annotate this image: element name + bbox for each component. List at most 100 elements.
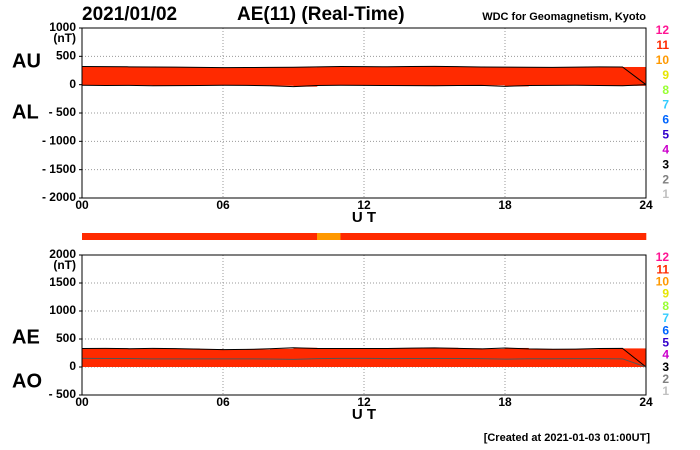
- range-bar: [129, 66, 153, 86]
- chart-title: 2021/01/02: [82, 4, 177, 25]
- legend-entry: 9: [662, 287, 669, 301]
- x-axis-label: U T: [352, 406, 376, 423]
- station-strip: [599, 233, 623, 240]
- station-strip: [82, 233, 106, 240]
- x-tick-label: 06: [216, 198, 230, 212]
- station-strip: [270, 233, 294, 240]
- footer: [Created at 2021-01-03 01:00UT]: [484, 432, 651, 444]
- area-bar: [82, 348, 106, 367]
- legend-entry: 3: [662, 360, 669, 374]
- x-tick-label: 24: [639, 198, 653, 212]
- plot-frame: [81, 27, 647, 199]
- range-bar: [293, 67, 318, 87]
- series-line: [81, 84, 647, 88]
- range-bar: [340, 66, 365, 86]
- y-tick-label: 1000: [49, 303, 76, 317]
- station-strip: [575, 233, 600, 240]
- plot-frame: [81, 254, 647, 396]
- legend-entry: 5: [662, 335, 669, 349]
- legend-entry: 6: [662, 323, 669, 337]
- legend-entry: 12: [656, 23, 670, 37]
- legend-entry: 10: [656, 275, 670, 289]
- series-label: AU: [12, 50, 41, 72]
- y-tick-label: 500: [56, 331, 76, 345]
- legend-entry: 4: [662, 348, 669, 362]
- range-bar: [575, 67, 600, 86]
- range-bar: [599, 66, 623, 86]
- area-bar: [223, 349, 247, 367]
- legend-entry: 2: [662, 372, 669, 386]
- y-axis-unit: (nT): [53, 258, 76, 272]
- y-axis-unit: (nT): [53, 31, 76, 45]
- x-tick-label: 18: [498, 198, 512, 212]
- y-tick-label: 1500: [49, 275, 76, 289]
- range-bar: [481, 66, 506, 86]
- legend-entry: 7: [662, 98, 669, 112]
- area-bar: [199, 349, 224, 367]
- source: WDC for Geomagnetism, Kyoto: [482, 11, 646, 23]
- x-tick-label: 12: [357, 395, 371, 409]
- y-tick-label: - 2000: [42, 190, 76, 204]
- y-tick-label: 500: [56, 49, 76, 63]
- range-bar: [152, 66, 177, 86]
- area-bar: [176, 348, 200, 367]
- area-bar: [152, 348, 177, 367]
- area-bar: [552, 349, 576, 367]
- area-bar: [434, 347, 459, 367]
- legend-entry: 8: [662, 299, 669, 313]
- station-strip: [340, 233, 365, 240]
- station-strip: [528, 233, 553, 240]
- legend-entry: 5: [662, 128, 669, 142]
- x-tick-label: 00: [75, 395, 89, 409]
- area-bar: [317, 348, 341, 367]
- range-bar: [199, 67, 224, 86]
- area-bar: [364, 348, 388, 367]
- station-strip: [411, 233, 435, 240]
- area-bar: [575, 349, 600, 367]
- series-label: AO: [12, 370, 42, 392]
- station-strip: [223, 233, 247, 240]
- station-strip: [481, 233, 506, 240]
- range-bar: [270, 67, 294, 86]
- y-tick-label: 0: [69, 77, 76, 91]
- area-bar: [599, 348, 623, 367]
- station-strip: [199, 233, 224, 240]
- area-bar: [411, 348, 435, 367]
- area-bar: [528, 348, 553, 367]
- area-bar: [129, 348, 153, 367]
- legend-entry: 8: [662, 83, 669, 97]
- range-bar: [528, 67, 553, 86]
- station-strip: [458, 233, 482, 240]
- legend-entry: 10: [656, 53, 670, 67]
- legend-entry: 11: [656, 262, 669, 276]
- station-strip: [105, 233, 130, 240]
- station-strip: [152, 233, 177, 240]
- area-bar: [270, 348, 294, 367]
- x-axis-label: U T: [352, 209, 376, 226]
- range-bar: [364, 66, 388, 86]
- legend-entry: 4: [662, 142, 669, 156]
- station-strip: [317, 233, 341, 240]
- range-bar: [387, 66, 412, 86]
- station-strip: [622, 233, 647, 240]
- series-label: AL: [12, 101, 39, 123]
- x-tick-label: 12: [357, 198, 371, 212]
- range-bar: [317, 66, 341, 86]
- area-bar: [246, 349, 271, 367]
- y-tick-label: - 1000: [42, 134, 76, 148]
- station-strip: [129, 233, 153, 240]
- y-tick-label: 0: [69, 359, 76, 373]
- x-tick-label: 00: [75, 198, 89, 212]
- y-tick-label: - 500: [49, 387, 77, 401]
- area-bar: [293, 347, 318, 367]
- legend-entry: 1: [662, 187, 669, 201]
- series-line: [81, 357, 647, 368]
- series-line: [81, 347, 647, 368]
- area-bar: [105, 348, 130, 367]
- series-line: [81, 65, 647, 86]
- range-bar: [552, 67, 576, 86]
- range-bar: [246, 67, 271, 86]
- legend-entry: 6: [662, 113, 669, 127]
- legend-entry: 9: [662, 68, 669, 82]
